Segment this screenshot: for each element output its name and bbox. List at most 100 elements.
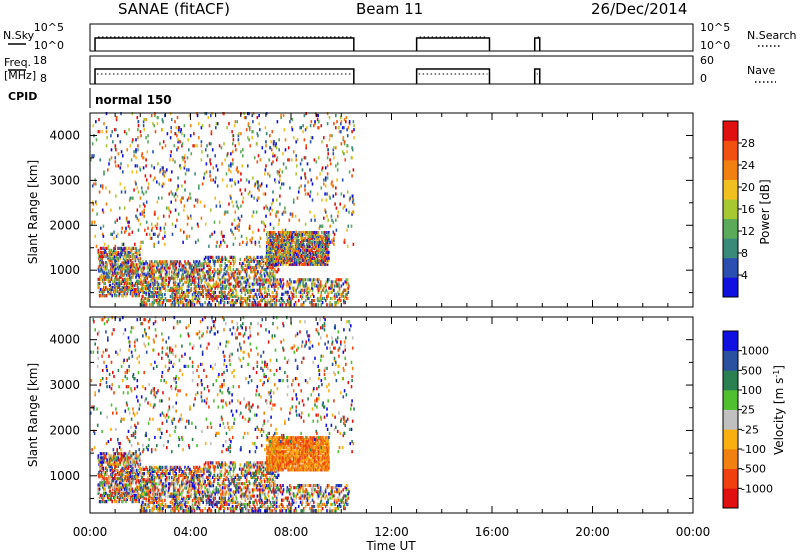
data-cell (208, 264, 211, 268)
nsky-count-dot (238, 36, 240, 38)
data-cell (127, 473, 130, 477)
data-cell (248, 112, 250, 116)
data-cell (302, 280, 304, 284)
data-cell (243, 286, 245, 290)
data-cell (304, 254, 306, 258)
data-cell (176, 260, 179, 264)
data-cell (169, 112, 172, 116)
data-cell (230, 261, 232, 266)
data-cell (333, 232, 336, 236)
data-cell (193, 204, 196, 208)
data-cell (311, 136, 314, 140)
data-cell (176, 286, 178, 290)
data-cell (270, 242, 272, 247)
data-cell (91, 200, 94, 204)
data-cell (319, 224, 321, 228)
data-cell (184, 294, 187, 299)
data-cell (277, 244, 280, 248)
data-cell (114, 493, 117, 497)
data-cell (294, 258, 296, 262)
data-cell (246, 301, 248, 305)
data-cell (179, 164, 181, 168)
data-cell (318, 242, 320, 247)
data-cell (196, 222, 199, 226)
data-cell (104, 267, 106, 271)
data-cell (161, 262, 163, 266)
data-cell (120, 491, 123, 495)
data-cell (249, 144, 252, 148)
data-cell (294, 256, 297, 260)
data-cell (333, 238, 335, 242)
data-cell (314, 234, 317, 239)
data-cell (280, 114, 282, 118)
data-cell (223, 284, 226, 288)
data-cell (137, 228, 140, 232)
data-cell (110, 134, 112, 138)
data-cell (196, 114, 199, 118)
data-cell (304, 288, 307, 292)
data-cell (125, 265, 128, 269)
freq-tick-top: 18 (33, 54, 47, 67)
nsky-count-dot (154, 36, 156, 38)
data-cell (177, 146, 179, 150)
data-cell (248, 274, 250, 278)
data-cell (272, 244, 274, 249)
data-cell (298, 218, 301, 222)
data-cell (296, 138, 299, 142)
data-cell (127, 277, 130, 281)
data-cell (124, 246, 127, 250)
data-cell (219, 278, 221, 282)
data-cell (196, 290, 198, 295)
data-cell (161, 297, 164, 301)
data-cell (130, 263, 132, 267)
data-cell (303, 156, 306, 160)
data-cell (173, 194, 176, 198)
data-cell (107, 292, 110, 296)
data-cell (147, 140, 149, 144)
data-cell (216, 286, 219, 290)
data-cell (344, 288, 346, 292)
nsky-count-dot (322, 36, 324, 38)
data-cell (131, 112, 134, 116)
data-cell (145, 220, 148, 224)
data-cell (103, 275, 105, 279)
data-cell (242, 240, 244, 244)
data-cell (172, 290, 175, 295)
data-cell (293, 288, 296, 292)
data-cell (183, 134, 186, 138)
data-cell (134, 271, 137, 275)
data-cell (253, 255, 255, 259)
data-cell (265, 278, 268, 282)
data-cell (145, 288, 147, 292)
nsky-count-dot (174, 36, 176, 38)
data-cell (228, 292, 231, 296)
date-title: 26/Dec/2014 (591, 0, 688, 18)
data-cell (106, 136, 108, 140)
data-cell (110, 462, 112, 466)
data-cell (319, 286, 322, 290)
data-cell (110, 253, 113, 257)
data-cell (288, 282, 291, 286)
data-cell (336, 290, 339, 294)
data-cell (247, 284, 250, 288)
data-cell (96, 212, 98, 216)
data-cell (348, 122, 351, 126)
data-cell (337, 210, 340, 214)
data-cell (226, 280, 229, 284)
data-cell (218, 244, 221, 248)
data-cell (289, 301, 291, 305)
data-cell (112, 253, 114, 257)
data-cell (255, 280, 258, 284)
data-cell (138, 248, 140, 252)
data-cell (278, 148, 280, 152)
data-cell (197, 224, 199, 228)
data-cell (271, 260, 274, 264)
data-cell (272, 262, 275, 266)
data-cell (246, 288, 248, 292)
data-cell (181, 274, 183, 278)
data-cell (121, 271, 123, 275)
data-cell (272, 274, 274, 278)
data-cell (181, 196, 183, 200)
data-cell (326, 236, 328, 240)
data-cell (105, 126, 108, 130)
